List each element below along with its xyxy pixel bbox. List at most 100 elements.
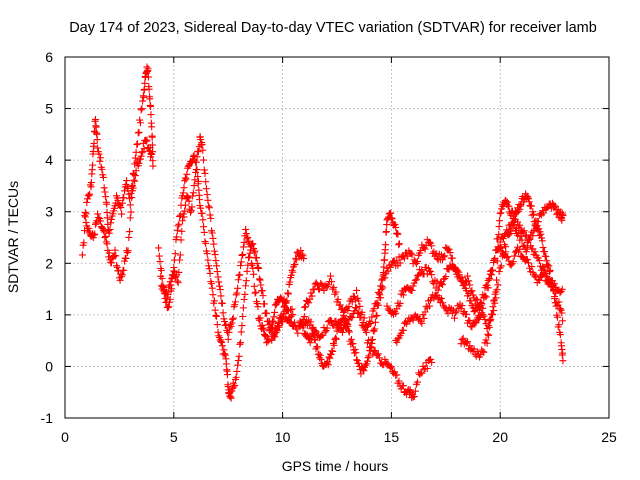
data-point xyxy=(534,218,542,226)
data-point xyxy=(479,304,487,312)
data-point xyxy=(545,262,553,270)
data-point xyxy=(294,329,302,337)
data-point xyxy=(559,317,567,325)
data-point xyxy=(355,359,363,367)
data-point xyxy=(259,324,267,332)
data-point xyxy=(236,340,244,348)
data-point xyxy=(237,262,245,270)
data-point xyxy=(479,348,487,356)
data-point xyxy=(142,137,150,145)
data-point xyxy=(559,212,567,220)
data-point xyxy=(234,276,242,284)
data-point xyxy=(94,210,102,218)
data-point xyxy=(375,354,383,362)
data-point xyxy=(247,260,255,268)
data-point xyxy=(93,136,101,144)
data-point xyxy=(85,224,93,232)
data-point xyxy=(175,220,183,228)
data-point xyxy=(105,249,113,257)
data-point xyxy=(214,273,222,281)
data-point xyxy=(458,273,466,281)
data-point xyxy=(434,286,442,294)
data-point xyxy=(516,205,524,213)
data-point xyxy=(90,139,98,147)
data-point xyxy=(125,233,133,241)
data-point xyxy=(234,357,242,365)
data-point xyxy=(349,340,357,348)
data-point xyxy=(304,333,312,341)
data-point xyxy=(212,257,220,265)
data-point xyxy=(194,173,202,181)
data-point xyxy=(554,313,562,321)
data-point xyxy=(239,304,247,312)
data-point xyxy=(410,393,418,400)
data-point xyxy=(190,182,198,190)
data-point xyxy=(344,307,352,315)
data-point xyxy=(147,103,155,111)
data-point xyxy=(97,154,105,162)
data-point xyxy=(194,148,202,156)
data-point xyxy=(425,302,433,310)
data-point xyxy=(414,257,422,265)
data-point xyxy=(113,263,121,271)
data-point xyxy=(326,316,334,324)
data-point xyxy=(297,247,305,255)
data-point xyxy=(148,150,156,158)
data-point xyxy=(465,289,473,297)
data-point xyxy=(459,334,467,342)
data-point xyxy=(499,235,507,243)
data-point xyxy=(386,263,394,271)
data-point xyxy=(123,177,131,185)
data-point xyxy=(210,297,218,305)
data-point xyxy=(138,149,146,157)
data-point xyxy=(200,223,208,231)
data-point xyxy=(135,159,143,167)
data-point xyxy=(206,269,214,277)
data-point xyxy=(414,378,422,386)
data-point xyxy=(234,284,242,292)
data-point xyxy=(482,336,490,344)
data-point xyxy=(399,326,407,334)
data-point xyxy=(452,309,460,317)
data-point xyxy=(194,177,202,185)
data-point xyxy=(129,184,137,192)
data-point xyxy=(187,207,195,215)
data-point xyxy=(396,299,404,307)
data-point xyxy=(175,268,183,276)
data-point xyxy=(301,303,309,311)
data-point xyxy=(246,240,254,248)
data-point xyxy=(167,281,175,289)
data-point xyxy=(165,303,173,311)
data-point xyxy=(382,228,390,236)
data-point xyxy=(509,258,517,266)
data-point xyxy=(122,181,130,189)
data-point xyxy=(497,262,505,270)
data-point xyxy=(289,311,297,319)
data-point xyxy=(552,302,560,310)
series-track-e xyxy=(296,209,403,378)
data-point xyxy=(531,248,539,256)
data-point xyxy=(383,302,391,310)
data-point xyxy=(520,227,528,235)
data-point xyxy=(274,319,282,327)
data-point xyxy=(223,371,231,379)
data-point xyxy=(189,192,197,200)
data-point xyxy=(211,306,219,314)
data-point xyxy=(258,287,266,295)
series-track-i xyxy=(392,215,567,346)
data-point xyxy=(103,240,111,248)
data-point xyxy=(120,266,128,274)
data-point xyxy=(100,184,108,192)
data-point xyxy=(200,166,208,174)
data-point xyxy=(471,319,479,327)
data-point xyxy=(313,343,321,351)
data-point xyxy=(199,216,207,224)
data-point xyxy=(102,193,110,201)
data-point xyxy=(189,189,197,197)
data-point xyxy=(373,299,381,307)
data-point xyxy=(517,232,525,240)
data-point xyxy=(374,288,382,296)
data-point xyxy=(173,233,181,241)
data-point xyxy=(370,305,378,313)
data-point xyxy=(91,116,99,124)
